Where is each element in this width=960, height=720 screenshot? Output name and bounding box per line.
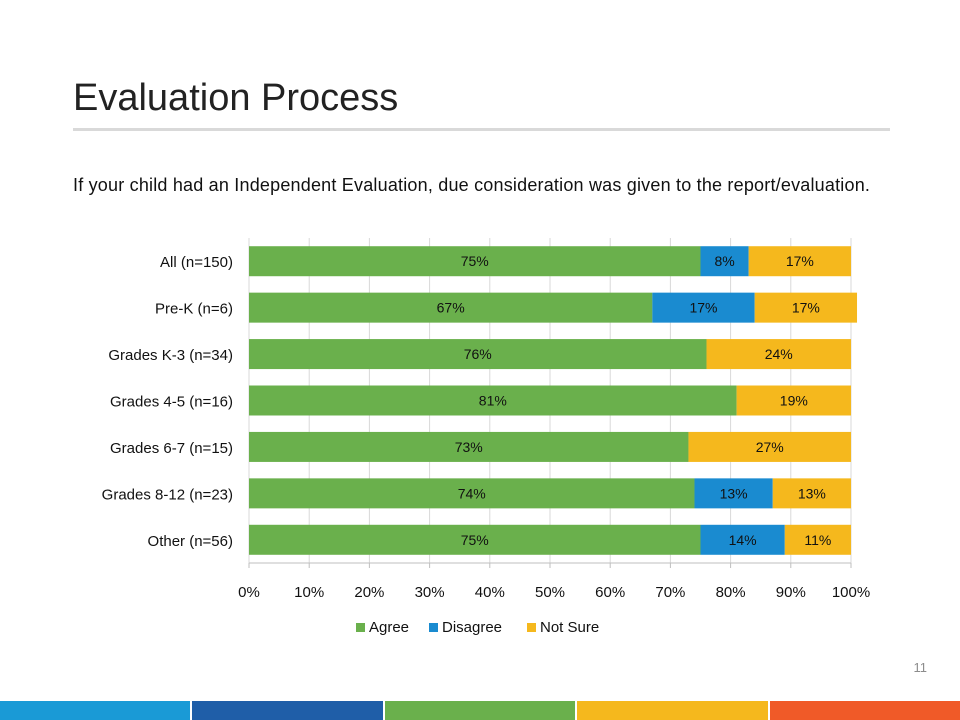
bar-segment-not-sure <box>772 478 851 509</box>
legend-label: Agree <box>369 619 409 636</box>
legend-label: Disagree <box>442 619 502 636</box>
bar-segment-not-sure <box>784 524 851 555</box>
x-tick-label: 90% <box>776 584 806 601</box>
data-label: 73% <box>455 439 483 455</box>
data-label: 76% <box>464 346 492 362</box>
data-label: 17% <box>689 300 717 316</box>
data-label: 75% <box>461 532 489 548</box>
category-label: Grades K-3 (n=34) <box>108 347 233 364</box>
stacked-bar-chart: All (n=150) 75% 8% 17% Pre-K (n=6) 67% 17% 17% G… <box>102 238 870 636</box>
data-label: 27% <box>756 439 784 455</box>
data-label: 24% <box>765 346 793 362</box>
category-label: Grades 6-7 (n=15) <box>110 440 233 457</box>
category-label: Other (n=56) <box>148 533 233 550</box>
x-tick-label: 20% <box>354 584 384 601</box>
x-tick-label: 80% <box>716 584 746 601</box>
bar-segment-agree <box>249 524 701 555</box>
legend-swatch <box>356 623 365 632</box>
bar-segment-not-sure <box>748 246 851 277</box>
data-label: 81% <box>479 393 507 409</box>
bar-segment-not-sure <box>688 431 851 462</box>
bar-segment-not-sure <box>754 292 858 323</box>
x-tick-label: 50% <box>535 584 565 601</box>
data-label: 17% <box>786 253 814 269</box>
x-tick-label: 10% <box>294 584 324 601</box>
bar-segment-disagree <box>700 246 749 277</box>
data-label: 17% <box>792 300 820 316</box>
bar-segment-not-sure <box>736 385 851 416</box>
category-label: Grades 8-12 (n=23) <box>102 486 233 503</box>
x-tick-label: 70% <box>655 584 685 601</box>
footer-segment <box>384 701 578 720</box>
footer-segment <box>769 701 960 720</box>
data-label: 8% <box>714 253 734 269</box>
page-number: 11 <box>913 660 928 675</box>
bar-segment-disagree <box>700 524 785 555</box>
data-label: 13% <box>720 485 748 501</box>
footer-segment <box>192 701 385 720</box>
data-label: 67% <box>437 300 465 316</box>
category-label: Pre-K (n=6) <box>155 301 233 318</box>
bar-segment-agree <box>249 478 695 509</box>
x-tick-label: 0% <box>238 584 260 601</box>
footer-color-bar <box>0 701 960 720</box>
bar-segment-agree <box>249 292 653 323</box>
x-tick-label: 40% <box>475 584 505 601</box>
legend-label: Not Sure <box>540 619 599 636</box>
bar-segment-agree <box>249 431 689 462</box>
footer-segment <box>0 701 193 720</box>
x-tick-label: 60% <box>595 584 625 601</box>
footer-segment <box>577 701 770 720</box>
title-divider <box>73 128 890 131</box>
data-label: 19% <box>780 393 808 409</box>
legend-swatch <box>527 623 536 632</box>
data-label: 14% <box>729 532 757 548</box>
x-tick-label: 30% <box>415 584 445 601</box>
bar-segment-disagree <box>694 478 773 509</box>
data-label: 74% <box>458 485 486 501</box>
bar-segment-agree <box>249 385 737 416</box>
slide-title: Evaluation Process <box>73 77 399 119</box>
category-label: All (n=150) <box>160 254 233 271</box>
bar-segment-disagree <box>652 292 755 323</box>
category-label: Grades 4-5 (n=16) <box>110 394 233 411</box>
bar-segment-not-sure <box>706 339 851 370</box>
x-tick-label: 100% <box>832 584 870 601</box>
chart-question: If your child had an Independent Evaluat… <box>73 175 871 195</box>
bar-segment-agree <box>249 339 707 370</box>
data-label: 75% <box>461 253 489 269</box>
legend-swatch <box>429 623 438 632</box>
data-label: 13% <box>798 485 826 501</box>
data-label: 11% <box>804 532 831 548</box>
bar-segment-agree <box>249 246 701 277</box>
